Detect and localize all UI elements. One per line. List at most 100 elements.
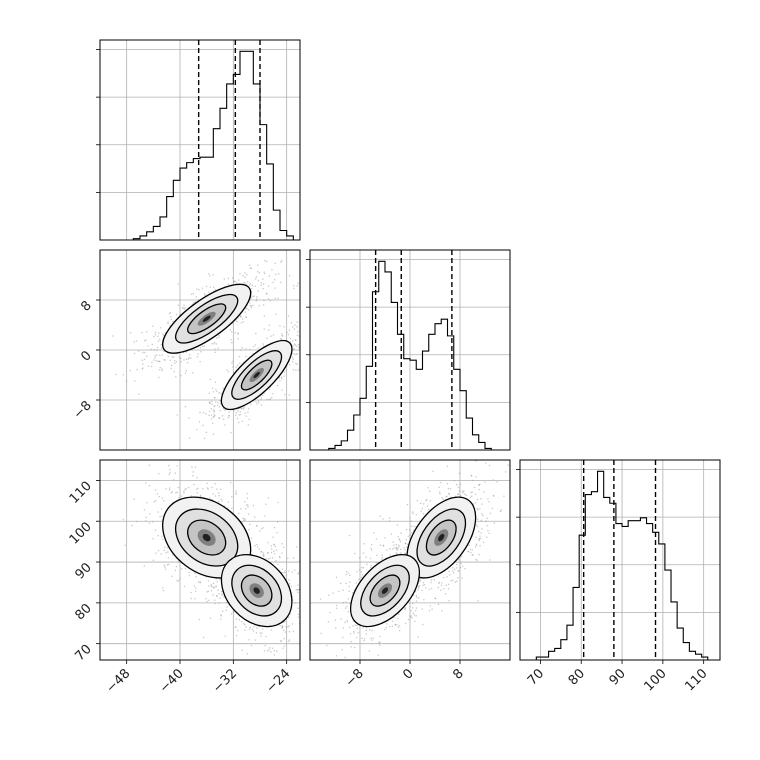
sample-point bbox=[406, 504, 408, 506]
sample-point bbox=[142, 367, 144, 369]
sample-point bbox=[214, 415, 216, 417]
sample-point bbox=[167, 551, 169, 553]
sample-point bbox=[292, 348, 295, 351]
sample-point bbox=[481, 503, 483, 505]
sample-point bbox=[355, 636, 358, 639]
sample-point bbox=[303, 317, 304, 318]
sample-point bbox=[248, 528, 250, 531]
sample-point bbox=[298, 349, 300, 351]
sample-point bbox=[488, 532, 490, 534]
sample-point bbox=[199, 347, 202, 349]
sample-point bbox=[356, 624, 358, 626]
sample-point bbox=[239, 414, 241, 416]
sample-point bbox=[350, 646, 352, 648]
sample-point bbox=[231, 495, 233, 498]
sample-point bbox=[448, 492, 450, 495]
density-peak bbox=[253, 587, 260, 594]
sample-point bbox=[182, 307, 184, 309]
sample-point bbox=[143, 358, 146, 361]
sample-point bbox=[272, 393, 274, 395]
sample-point bbox=[254, 344, 256, 346]
sample-point bbox=[441, 610, 443, 612]
sample-point bbox=[161, 497, 163, 499]
sample-point bbox=[300, 605, 301, 606]
sample-point bbox=[291, 623, 294, 625]
sample-point bbox=[362, 627, 364, 629]
sample-point bbox=[174, 569, 177, 572]
sample-point bbox=[244, 272, 246, 274]
sample-point bbox=[414, 590, 417, 593]
sample-point bbox=[435, 598, 437, 600]
sample-point bbox=[214, 341, 216, 344]
sample-point bbox=[373, 532, 375, 534]
sample-point bbox=[288, 329, 291, 331]
sample-point bbox=[237, 410, 239, 412]
sample-point bbox=[185, 358, 188, 360]
sample-point bbox=[302, 622, 303, 623]
sample-point bbox=[155, 499, 157, 502]
sample-point bbox=[249, 284, 251, 286]
sample-point bbox=[289, 363, 291, 366]
sample-point bbox=[175, 376, 177, 378]
sample-point bbox=[183, 359, 185, 361]
sample-point bbox=[151, 365, 153, 368]
sample-point bbox=[475, 536, 477, 538]
sample-point bbox=[270, 551, 273, 554]
sample-point bbox=[306, 367, 307, 368]
sample-point bbox=[196, 428, 198, 431]
sample-point bbox=[237, 337, 239, 340]
sample-point bbox=[227, 370, 230, 373]
sample-point bbox=[267, 298, 270, 300]
sample-point bbox=[243, 622, 245, 625]
sample-point bbox=[260, 282, 262, 284]
sample-point bbox=[466, 454, 467, 455]
sample-point bbox=[243, 405, 245, 408]
sample-point bbox=[249, 304, 251, 307]
sample-point bbox=[353, 589, 356, 591]
sample-point bbox=[192, 372, 194, 374]
sample-point bbox=[122, 374, 125, 376]
sample-point bbox=[386, 623, 388, 625]
sample-point bbox=[352, 625, 354, 627]
sample-point bbox=[210, 418, 213, 420]
sample-point bbox=[254, 516, 256, 518]
sample-point bbox=[269, 300, 271, 302]
sample-point bbox=[441, 497, 443, 499]
sample-point bbox=[240, 315, 242, 317]
sample-point bbox=[188, 357, 190, 359]
sample-point bbox=[307, 343, 308, 344]
sample-point bbox=[441, 582, 443, 584]
sample-point bbox=[288, 394, 291, 396]
panel-frame bbox=[99, 459, 301, 661]
sample-point bbox=[328, 299, 329, 300]
sample-point bbox=[175, 557, 177, 559]
sample-point bbox=[379, 641, 381, 643]
sample-point bbox=[158, 495, 160, 498]
sample-point bbox=[184, 372, 187, 374]
sample-point bbox=[263, 555, 265, 558]
sample-point bbox=[269, 557, 271, 559]
sample-point bbox=[284, 570, 286, 572]
sample-point bbox=[395, 544, 398, 546]
sample-point bbox=[415, 615, 417, 617]
sample-point bbox=[279, 556, 281, 559]
sample-point bbox=[303, 341, 304, 342]
sample-point bbox=[354, 646, 356, 649]
sample-point bbox=[400, 552, 402, 554]
histogram-steps bbox=[524, 470, 720, 661]
sample-point bbox=[457, 577, 459, 579]
sample-point bbox=[409, 517, 411, 519]
sample-point bbox=[227, 283, 230, 285]
sample-point bbox=[296, 326, 298, 328]
sample-point bbox=[207, 488, 209, 490]
sample-point bbox=[400, 532, 402, 534]
sample-point bbox=[375, 561, 378, 564]
sample-point bbox=[220, 614, 222, 616]
sample-point bbox=[208, 273, 210, 275]
sample-point bbox=[291, 571, 294, 573]
sample-point bbox=[254, 285, 256, 287]
sample-point bbox=[288, 639, 291, 641]
sample-point bbox=[315, 310, 316, 311]
sample-point bbox=[405, 622, 407, 625]
sample-point bbox=[199, 361, 201, 363]
